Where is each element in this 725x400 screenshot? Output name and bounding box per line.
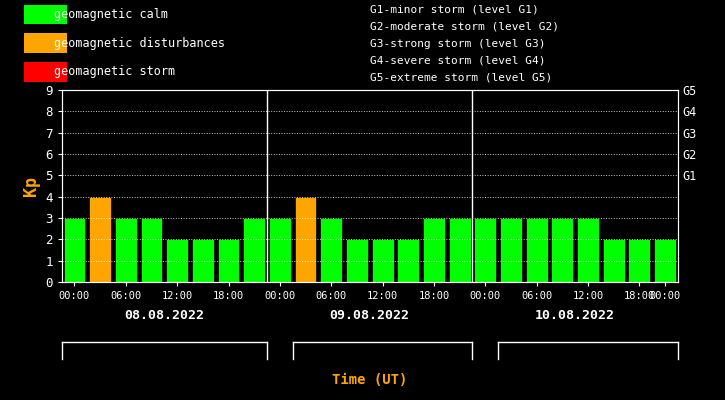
Bar <box>577 218 599 282</box>
Bar <box>397 239 419 282</box>
Text: 10.08.2022: 10.08.2022 <box>535 308 616 322</box>
Y-axis label: Kp: Kp <box>22 176 40 196</box>
Bar <box>346 239 368 282</box>
Bar <box>423 218 445 282</box>
Text: Time (UT): Time (UT) <box>332 373 407 387</box>
Text: geomagnetic storm: geomagnetic storm <box>54 66 175 78</box>
Bar <box>602 239 625 282</box>
Bar <box>269 218 291 282</box>
Bar <box>552 218 573 282</box>
Bar <box>629 239 650 282</box>
Bar <box>449 218 471 282</box>
Text: G5-extreme storm (level G5): G5-extreme storm (level G5) <box>370 73 552 83</box>
Bar <box>23 33 67 53</box>
Bar <box>23 4 67 24</box>
Bar <box>654 239 676 282</box>
Bar <box>23 62 67 82</box>
Text: 09.08.2022: 09.08.2022 <box>330 308 410 322</box>
Bar <box>141 218 162 282</box>
Bar <box>244 218 265 282</box>
Text: geomagnetic calm: geomagnetic calm <box>54 8 168 21</box>
Text: 08.08.2022: 08.08.2022 <box>124 308 204 322</box>
Text: geomagnetic disturbances: geomagnetic disturbances <box>54 37 225 50</box>
Text: G2-moderate storm (level G2): G2-moderate storm (level G2) <box>370 22 559 32</box>
Text: G1-minor storm (level G1): G1-minor storm (level G1) <box>370 4 539 14</box>
Bar <box>526 218 547 282</box>
Bar <box>372 239 394 282</box>
Text: G3-strong storm (level G3): G3-strong storm (level G3) <box>370 39 545 49</box>
Bar <box>166 239 188 282</box>
Bar <box>320 218 342 282</box>
Bar <box>218 239 239 282</box>
Bar <box>500 218 522 282</box>
Bar <box>115 218 137 282</box>
Bar <box>192 239 214 282</box>
Bar <box>474 218 496 282</box>
Bar <box>294 197 317 282</box>
Bar <box>89 197 111 282</box>
Bar <box>64 218 86 282</box>
Text: G4-severe storm (level G4): G4-severe storm (level G4) <box>370 56 545 66</box>
